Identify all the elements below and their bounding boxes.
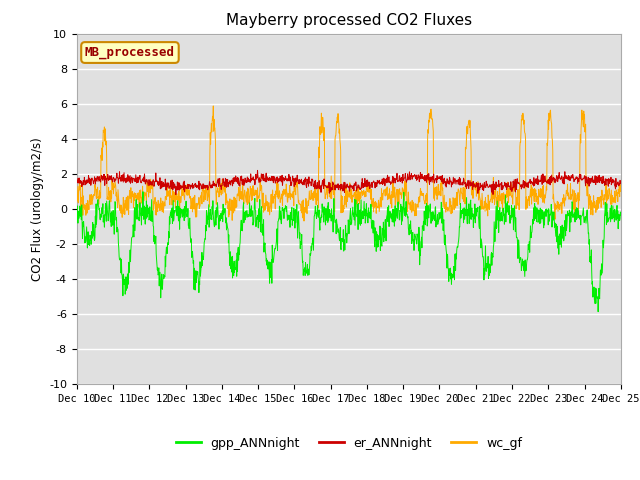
er_ANNnight [253,168,261,173]
Line: gpp_ANNnight: gpp_ANNnight [77,192,621,312]
wc_gf [505,185,513,191]
er_ANNnight [73,179,81,184]
gpp_ANNnight [255,219,263,225]
er_ANNnight [195,182,202,188]
wc_gf [180,197,188,203]
Text: MB_processed: MB_processed [85,46,175,59]
gpp_ANNnight [595,309,602,314]
er_ANNnight [181,184,189,190]
er_ANNnight [553,173,561,179]
wc_gf [255,195,263,201]
Title: Mayberry processed CO2 Fluxes: Mayberry processed CO2 Fluxes [226,13,472,28]
gpp_ANNnight [181,215,189,221]
wc_gf [300,218,308,224]
wc_gf [73,199,81,204]
gpp_ANNnight [73,206,81,212]
Line: er_ANNnight: er_ANNnight [77,170,621,194]
wc_gf [434,191,442,196]
wc_gf [194,202,202,208]
er_ANNnight [255,175,263,180]
gpp_ANNnight [434,212,442,217]
er_ANNnight [434,174,442,180]
Y-axis label: CO2 Flux (urology/m2/s): CO2 Flux (urology/m2/s) [31,137,44,281]
gpp_ANNnight [617,213,625,218]
wc_gf [553,204,561,210]
gpp_ANNnight [505,212,513,217]
Legend: gpp_ANNnight, er_ANNnight, wc_gf: gpp_ANNnight, er_ANNnight, wc_gf [171,432,527,455]
er_ANNnight [617,180,625,186]
er_ANNnight [172,192,180,197]
Line: wc_gf: wc_gf [77,106,621,221]
gpp_ANNnight [139,189,147,194]
er_ANNnight [505,183,513,189]
wc_gf [209,103,217,109]
wc_gf [617,189,625,194]
gpp_ANNnight [553,221,561,227]
gpp_ANNnight [195,275,202,281]
